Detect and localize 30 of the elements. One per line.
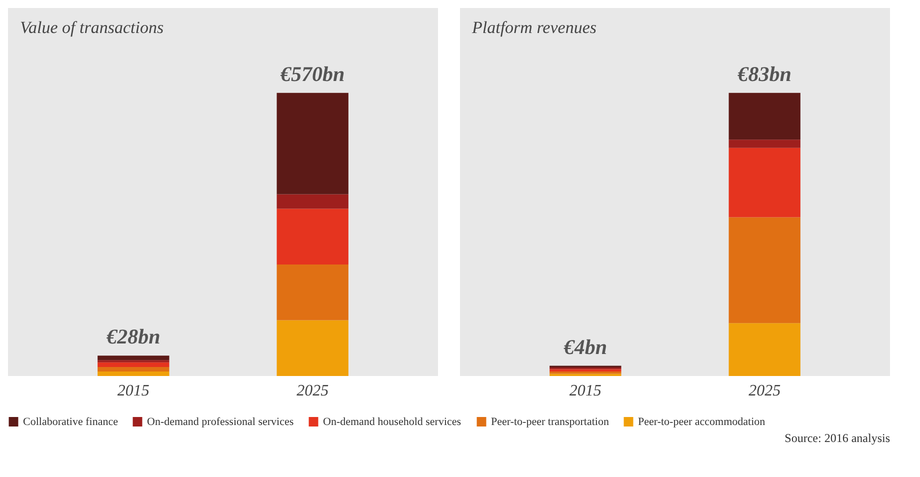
bar — [276, 208, 348, 264]
annotation: €570bn — [279, 62, 345, 86]
bar — [98, 371, 170, 376]
bar — [98, 356, 170, 360]
bar — [728, 140, 800, 148]
chart-title: Value of transactions — [20, 18, 164, 37]
source-note: Source: 2016 analysis — [784, 431, 890, 445]
x-tick-label: 2025 — [296, 382, 329, 400]
bar — [728, 92, 800, 140]
annotation: €4bn — [562, 334, 608, 359]
legend-label: Collaborative finance — [23, 416, 118, 428]
x-tick-label: 2015 — [569, 382, 602, 400]
x-tick-label: 2025 — [748, 382, 781, 400]
legend-label: Peer-to-peer accommodation — [638, 416, 766, 428]
bar — [728, 217, 800, 324]
bar — [276, 320, 348, 376]
legend-label: On-demand professional services — [147, 416, 294, 428]
annotation: €83bn — [736, 62, 792, 86]
bar — [276, 194, 348, 209]
bar — [728, 323, 800, 376]
bar — [98, 366, 170, 372]
bar — [276, 264, 348, 320]
chart-title: Platform revenues — [471, 18, 597, 37]
annotation: €28bn — [106, 324, 160, 349]
bar — [276, 92, 348, 194]
bar — [728, 148, 800, 218]
bar — [98, 362, 170, 367]
x-tick-label: 2015 — [117, 382, 150, 400]
legend-label: Peer-to-peer transportation — [491, 416, 610, 428]
legend-label: On-demand household services — [323, 416, 462, 428]
